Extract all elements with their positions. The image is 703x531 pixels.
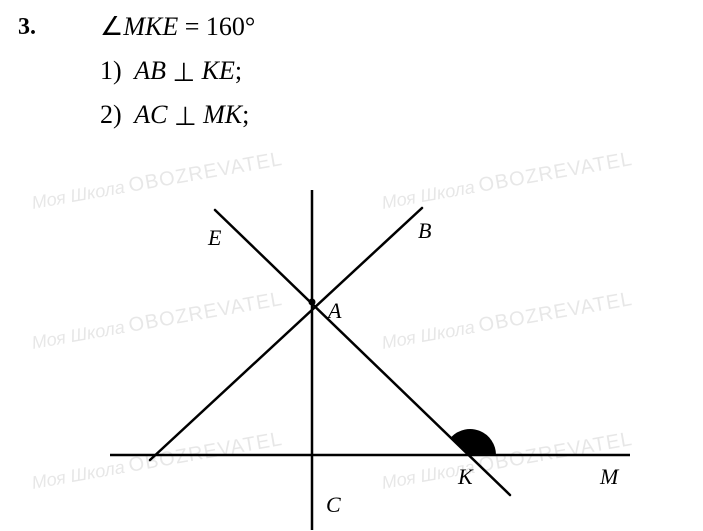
diagram-line <box>215 210 510 495</box>
given-angle: ∠MKE = 160° <box>100 12 255 42</box>
seg-ac: AC <box>134 100 167 129</box>
angle-marker <box>451 429 496 455</box>
tail-1: ; <box>235 56 242 85</box>
diagram-line <box>150 208 422 460</box>
index-2: 2) <box>100 100 122 129</box>
point-a-marker <box>309 299 316 306</box>
angle-symbol: ∠ <box>100 12 123 41</box>
seg-ke: KE <box>202 56 235 85</box>
point-label-e: E <box>207 225 222 250</box>
point-label-c: C <box>326 492 341 517</box>
point-label-m: M <box>599 464 620 489</box>
point-label-a: A <box>326 298 342 323</box>
seg-ab: AB <box>134 56 166 85</box>
perp-symbol: ⊥ <box>172 58 195 88</box>
angle-name: MKE <box>123 12 178 41</box>
equals: = <box>185 12 200 41</box>
point-label-b: B <box>418 218 431 243</box>
statement-1: 1) AB ⊥ KE; <box>100 56 242 88</box>
statement-2: 2) AC ⊥ MK; <box>100 100 249 132</box>
problem-number: 3. <box>18 14 36 41</box>
tail-2: ; <box>242 100 249 129</box>
seg-mk: MK <box>203 100 242 129</box>
geometry-diagram: E B A C K M <box>110 190 630 530</box>
angle-value: 160° <box>206 12 255 41</box>
point-label-k: K <box>457 464 474 489</box>
perp-symbol: ⊥ <box>174 102 197 132</box>
index-1: 1) <box>100 56 122 85</box>
